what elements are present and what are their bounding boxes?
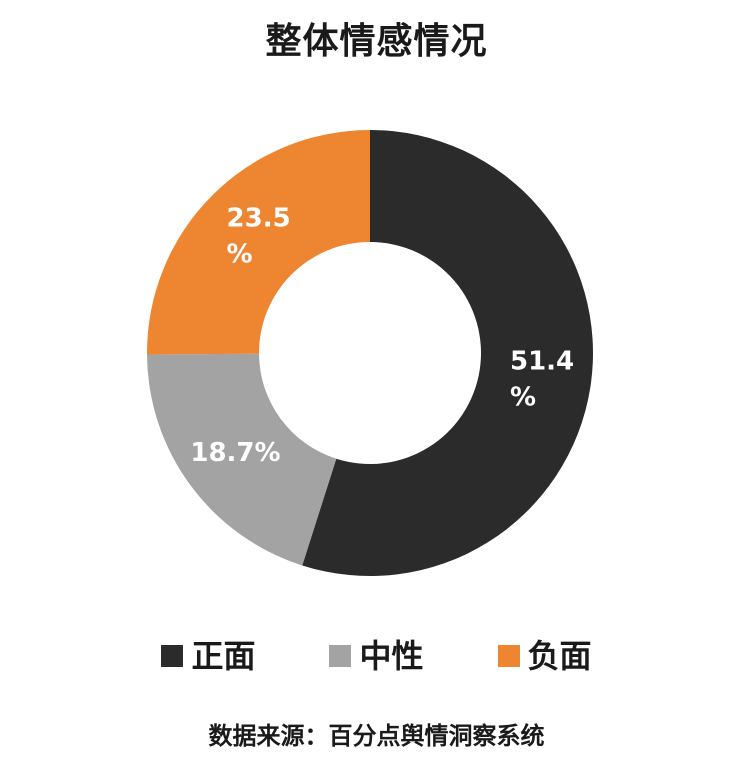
legend-item-negative: 负面 [497,637,592,675]
legend-label-negative: 负面 [527,637,592,675]
legend-item-neutral: 中性 [329,637,424,675]
legend-swatch-positive [161,645,184,667]
chart-title: 整体情感情况 [265,21,488,62]
donut-slice-negative [147,130,370,355]
source-note: 数据来源：百分点舆情洞察系统 [208,722,545,750]
legend-label-neutral: 中性 [359,637,424,675]
donut-slice-neutral [147,353,337,566]
legend-swatch-neutral [329,645,352,667]
legend-swatch-negative [497,645,520,667]
legend-item-positive: 正面 [161,640,255,672]
legend-label-positive: 正面 [191,637,256,675]
data-label-neutral: 18.7% [190,438,280,468]
data-label-negative: 23.5% [227,203,291,269]
legend: 正面 中性 负面 [0,640,753,672]
data-label-positive: 51.4% [510,347,574,413]
donut-slice-positive [302,130,593,576]
